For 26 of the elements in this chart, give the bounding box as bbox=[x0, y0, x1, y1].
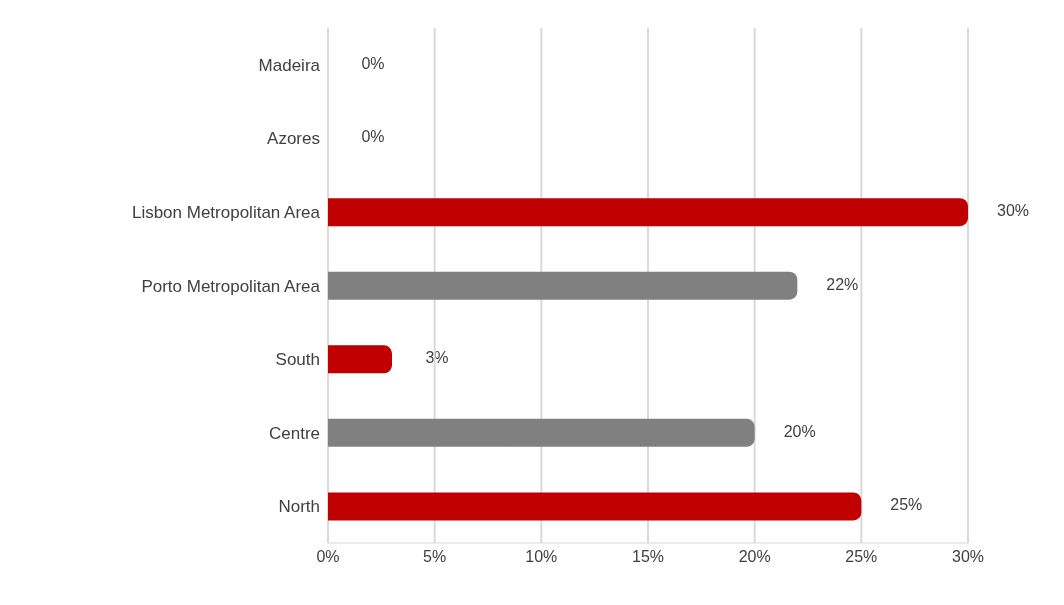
bar bbox=[328, 418, 755, 447]
bar bbox=[328, 492, 862, 521]
data-label: 20% bbox=[783, 422, 816, 440]
data-label: 25% bbox=[890, 496, 923, 514]
x-tick-label: 15% bbox=[631, 548, 665, 566]
data-label: 3% bbox=[425, 349, 449, 367]
x-tick-label: 20% bbox=[738, 548, 771, 566]
data-label: 22% bbox=[826, 275, 859, 293]
x-tick-label: 10% bbox=[525, 548, 558, 566]
x-tick-label: 25% bbox=[845, 548, 878, 566]
data-label: 0% bbox=[361, 128, 385, 146]
y-tick-label: Centre bbox=[268, 423, 320, 443]
data-label: 0% bbox=[361, 54, 385, 72]
y-tick-label: Porto Metropolitan Area bbox=[141, 276, 321, 296]
y-tick-label: South bbox=[275, 350, 320, 370]
y-tick-label: Lisbon Metropolitan Area bbox=[131, 202, 321, 222]
y-tick-label: North bbox=[278, 497, 320, 517]
y-tick-label: Madeira bbox=[258, 55, 321, 75]
y-tick-label: Azores bbox=[267, 129, 320, 149]
data-label: 30% bbox=[996, 201, 1030, 219]
x-tick-label: 5% bbox=[423, 548, 447, 566]
x-tick-label: 30% bbox=[951, 548, 985, 566]
x-tick-label: 0% bbox=[316, 548, 340, 566]
bar bbox=[328, 345, 392, 374]
bar bbox=[328, 271, 798, 300]
bar bbox=[328, 198, 968, 227]
